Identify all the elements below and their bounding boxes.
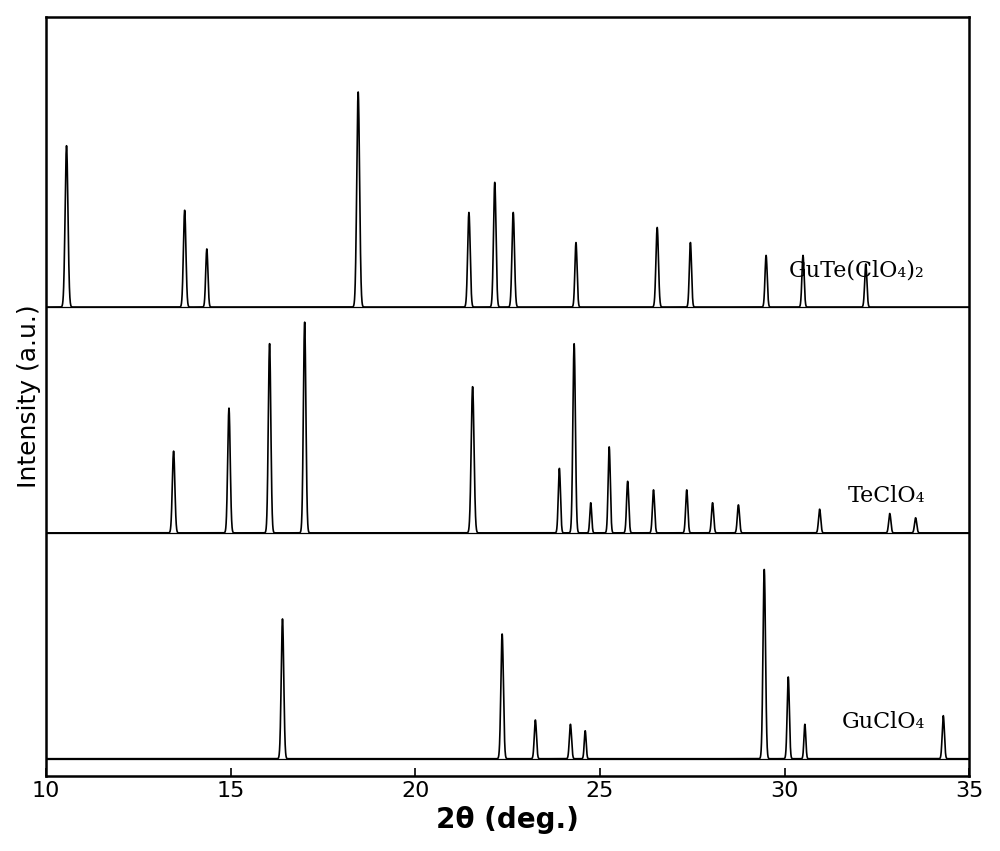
Text: GuClO₄: GuClO₄	[841, 711, 925, 733]
Text: GuTe(ClO₄)₂: GuTe(ClO₄)₂	[789, 260, 925, 281]
Text: TeClO₄: TeClO₄	[847, 485, 925, 507]
X-axis label: 2θ (deg.): 2θ (deg.)	[436, 807, 579, 834]
Y-axis label: Intensity (a.u.): Intensity (a.u.)	[17, 305, 41, 488]
